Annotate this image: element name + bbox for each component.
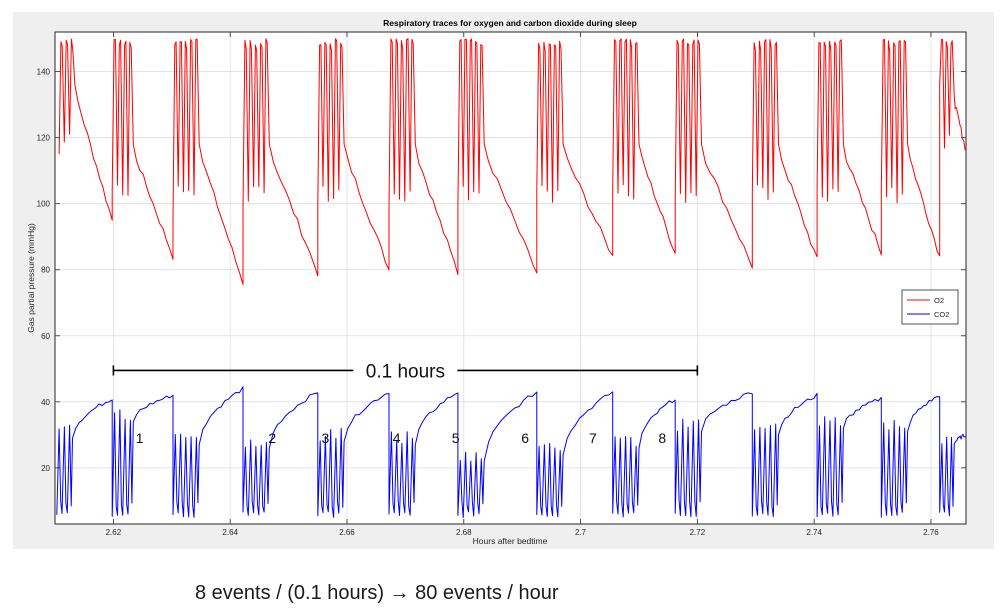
event-label: 7 xyxy=(589,430,597,446)
x-tick-label: 2.66 xyxy=(339,528,355,537)
y-tick-label: 60 xyxy=(41,332,50,341)
series-line-co2 xyxy=(56,386,966,518)
y-tick-label: 20 xyxy=(41,464,50,473)
event-label: 1 xyxy=(136,430,144,446)
event-label: 2 xyxy=(268,430,276,446)
y-tick-label: 120 xyxy=(37,134,51,143)
x-tick-label: 2.68 xyxy=(456,528,472,537)
event-label: 8 xyxy=(658,430,666,446)
chart-title: Respiratory traces for oxygen and carbon… xyxy=(383,18,637,28)
x-axis-label: Hours after bedtime xyxy=(473,536,548,546)
y-tick-label: 140 xyxy=(37,68,51,77)
y-tick-label: 80 xyxy=(41,266,50,275)
legend-entry: O2 xyxy=(934,296,944,305)
legend-box xyxy=(901,289,959,325)
x-tick-label: 2.72 xyxy=(690,528,706,537)
x-tick-label: 2.76 xyxy=(923,528,939,537)
event-label: 6 xyxy=(521,430,529,446)
x-tick-label: 2.74 xyxy=(806,528,822,537)
y-tick-label: 100 xyxy=(37,200,51,209)
legend-entry: CO2 xyxy=(934,310,949,319)
x-tick-label: 2.62 xyxy=(106,528,122,537)
span-label: 0.1 hours xyxy=(366,361,445,382)
y-axis-label: Gas partial pressure (mmHg) xyxy=(26,223,36,333)
event-label: 3 xyxy=(321,430,329,446)
y-tick-label: 40 xyxy=(41,398,50,407)
event-label: 4 xyxy=(393,430,401,446)
y-axis: 20 40 60 80 100 120 140 xyxy=(37,68,966,473)
series-line-o2 xyxy=(58,38,967,285)
x-tick-label: 2.7 xyxy=(575,528,587,537)
legend: O2 CO2 xyxy=(901,289,959,325)
event-label: 5 xyxy=(452,430,460,446)
x-tick-label: 2.64 xyxy=(222,528,238,537)
series-layer xyxy=(56,38,967,518)
annotation-layer: 0.1 hours 1 2 3 4 5 6 7 8 xyxy=(112,361,699,446)
caption: 8 events / (0.1 hours) → 80 events / hou… xyxy=(195,582,559,604)
x-axis: 2.62 2.64 2.66 2.68 2.7 2.72 2.74 2.76 xyxy=(106,32,939,537)
